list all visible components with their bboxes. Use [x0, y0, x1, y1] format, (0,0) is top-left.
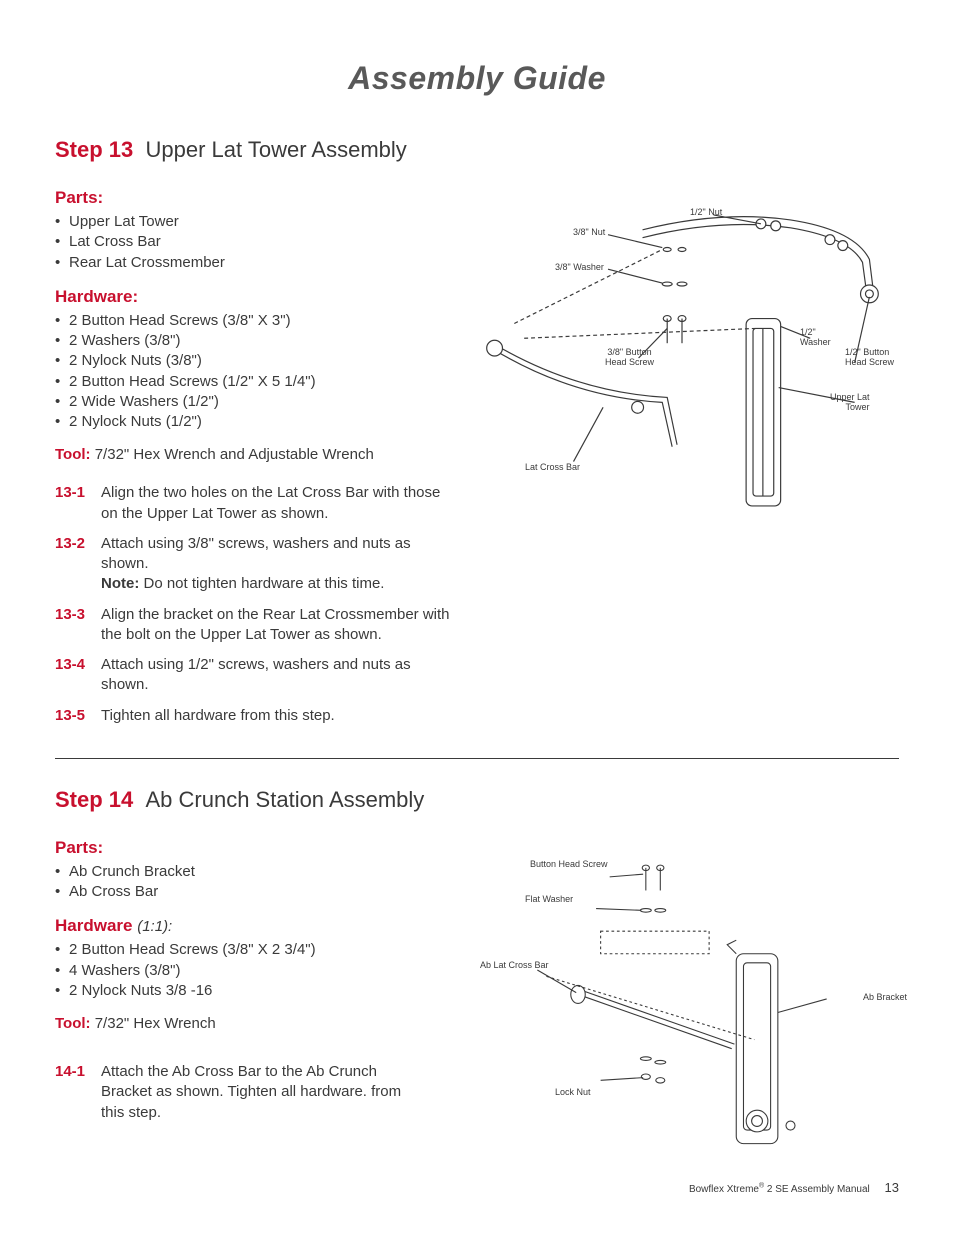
callout: Button Head Screw [530, 860, 608, 870]
callout: 1/2" Button Head Screw [845, 348, 894, 368]
callout: Ab Bracket [863, 993, 907, 1003]
list-item: Ab Crunch Bracket [55, 862, 455, 882]
substep-num: 14-1 [55, 1062, 101, 1123]
page-number: 13 [885, 1180, 899, 1195]
diagram-svg [465, 188, 899, 528]
step13-num: Step 13 [55, 137, 133, 162]
callout: 3/8" Nut [573, 228, 605, 238]
list-item: Ab Cross Bar [55, 882, 455, 902]
divider [55, 758, 899, 759]
list-item: 2 Button Head Screws (1/2" X 5 1/4") [55, 372, 455, 392]
step13-diagram: 1/2" Nut 3/8" Nut 3/8" Washer 3/8" Butto… [465, 188, 899, 528]
list-item: 2 Washers (3/8") [55, 331, 455, 351]
substep-text: Attach using 1/2" screws, washers and nu… [101, 655, 455, 696]
list-item: 2 Button Head Screws (3/8" X 3") [55, 311, 455, 331]
step14-diagram: Button Head Screw Flat Washer Ab Lat Cro… [465, 838, 899, 1178]
diagram-svg [465, 838, 899, 1178]
substep-num: 13-1 [55, 483, 101, 524]
step13-substeps: 13-1 Align the two holes on the Lat Cros… [55, 483, 455, 726]
step14-substeps: 14-1 Attach the Ab Cross Bar to the Ab C… [55, 1062, 455, 1123]
substep: 13-4 Attach using 1/2" screws, washers a… [55, 655, 455, 696]
list-item: Rear Lat Crossmember [55, 253, 455, 273]
substep-text: Align the two holes on the Lat Cross Bar… [101, 483, 455, 524]
tool-text: 7/32" Hex Wrench [95, 1015, 216, 1032]
footer-suffix: 2 SE Assembly Manual [764, 1184, 870, 1195]
substep-text: Tighten all hardware from this step. [101, 706, 455, 726]
substep: 13-2 Attach using 3/8" screws, washers a… [55, 534, 455, 595]
step13-title: Upper Lat Tower Assembly [146, 137, 407, 162]
substep-text: Attach the Ab Cross Bar to the Ab Crunch… [101, 1062, 415, 1123]
step14-parts-label: Parts: [55, 838, 455, 858]
list-item: 2 Wide Washers (1/2") [55, 392, 455, 412]
tool-label: Tool: [55, 446, 91, 463]
substep-num: 13-3 [55, 605, 101, 646]
step14-hardware-list: 2 Button Head Screws (3/8" X 2 3/4") 4 W… [55, 940, 455, 1001]
callout: Lock Nut [555, 1088, 591, 1098]
footer: Bowflex Xtreme® 2 SE Assembly Manual 13 [689, 1180, 899, 1195]
substep-text: Align the bracket on the Rear Lat Crossm… [101, 605, 455, 646]
substep-num: 13-5 [55, 706, 101, 726]
step13-hardware-list: 2 Button Head Screws (3/8" X 3") 2 Washe… [55, 311, 455, 433]
substep-num: 13-4 [55, 655, 101, 696]
list-item: 4 Washers (3/8") [55, 961, 455, 981]
page-title: Assembly Guide [55, 60, 899, 97]
callout: Flat Washer [525, 895, 573, 905]
step14-num: Step 14 [55, 787, 133, 812]
footer-product: Bowflex Xtreme [689, 1184, 759, 1195]
callout: 1/2" Washer [800, 328, 831, 348]
substep: 13-5 Tighten all hardware from this step… [55, 706, 455, 726]
step14-hardware-label: Hardware (1:1): [55, 916, 455, 936]
callout: 3/8" Washer [555, 263, 604, 273]
step13-parts-label: Parts: [55, 188, 455, 208]
list-item: 2 Button Head Screws (3/8" X 2 3/4") [55, 940, 455, 960]
substep: 13-3 Align the bracket on the Rear Lat C… [55, 605, 455, 646]
callout: 3/8" Button Head Screw [605, 348, 654, 368]
list-item: 2 Nylock Nuts 3/8 -16 [55, 981, 455, 1001]
step14-parts-list: Ab Crunch Bracket Ab Cross Bar [55, 862, 455, 903]
substep-num: 13-2 [55, 534, 101, 595]
substep: 13-1 Align the two holes on the Lat Cros… [55, 483, 455, 524]
substep-text: Attach using 3/8" screws, washers and nu… [101, 534, 455, 595]
step13-tool: Tool: 7/32" Hex Wrench and Adjustable Wr… [55, 446, 455, 463]
list-item: 2 Nylock Nuts (1/2") [55, 412, 455, 432]
callout: 1/2" Nut [690, 208, 722, 218]
step13-parts-list: Upper Lat Tower Lat Cross Bar Rear Lat C… [55, 212, 455, 273]
list-item: 2 Nylock Nuts (3/8") [55, 351, 455, 371]
tool-label: Tool: [55, 1015, 91, 1032]
list-item: Lat Cross Bar [55, 232, 455, 252]
tool-text: 7/32" Hex Wrench and Adjustable Wrench [95, 446, 374, 463]
step14-title: Ab Crunch Station Assembly [146, 787, 425, 812]
callout: Upper Lat Tower [830, 393, 870, 413]
callout: Ab Lat Cross Bar [480, 961, 549, 971]
step13-header: Step 13 Upper Lat Tower Assembly [55, 137, 899, 163]
list-item: Upper Lat Tower [55, 212, 455, 232]
callout: Lat Cross Bar [525, 463, 580, 473]
step13-hardware-label: Hardware: [55, 287, 455, 307]
substep: 14-1 Attach the Ab Cross Bar to the Ab C… [55, 1062, 415, 1123]
step14-header: Step 14 Ab Crunch Station Assembly [55, 787, 899, 813]
step14-tool: Tool: 7/32" Hex Wrench [55, 1015, 455, 1032]
